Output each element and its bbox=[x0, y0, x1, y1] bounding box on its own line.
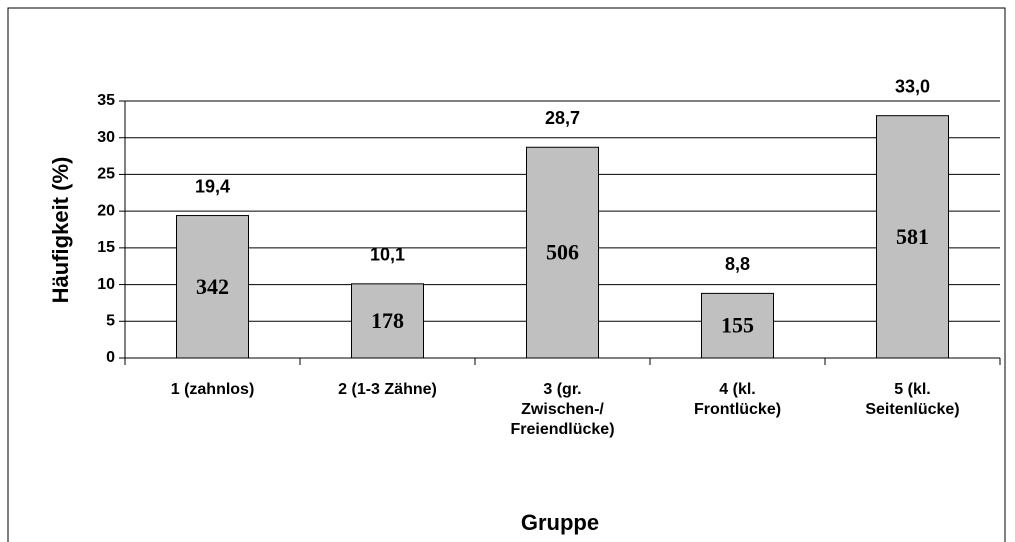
x-tick-label: 2 (1-3 Zähne) bbox=[338, 381, 437, 398]
x-tick-label: Seitenlücke) bbox=[865, 401, 959, 418]
x-tick-label: Freiendlücke) bbox=[510, 421, 614, 438]
chart-frame bbox=[7, 7, 1006, 542]
bar bbox=[701, 292, 774, 359]
bar bbox=[351, 283, 424, 359]
bar bbox=[876, 115, 949, 359]
count-label: 155 bbox=[721, 313, 754, 338]
y-tick-label: 10 bbox=[97, 276, 115, 293]
y-tick-label: 25 bbox=[97, 166, 115, 183]
bar bbox=[176, 215, 249, 359]
bar bbox=[526, 146, 599, 359]
value-label: 19,4 bbox=[195, 176, 230, 196]
x-tick-label: 3 (gr. bbox=[543, 381, 581, 398]
y-axis-title: Häufigkeit (%) bbox=[48, 157, 73, 304]
x-tick-label: 1 (zahnlos) bbox=[171, 381, 255, 398]
y-tick-label: 15 bbox=[97, 239, 115, 256]
count-label: 506 bbox=[546, 240, 579, 265]
value-label: 33,0 bbox=[895, 76, 930, 96]
count-label: 342 bbox=[196, 274, 229, 299]
count-label: 178 bbox=[371, 308, 404, 333]
x-tick-label: Frontlücke) bbox=[694, 401, 781, 418]
y-tick-label: 20 bbox=[97, 202, 115, 219]
value-label: 28,7 bbox=[545, 108, 580, 128]
y-tick-label: 0 bbox=[106, 349, 115, 366]
value-label: 10,1 bbox=[370, 245, 405, 265]
x-axis-title: Gruppe bbox=[521, 510, 599, 535]
x-tick-label: Zwischen-/ bbox=[521, 401, 604, 418]
x-tick-label: 5 (kl. bbox=[894, 381, 930, 398]
y-tick-label: 30 bbox=[97, 129, 115, 146]
y-tick-label: 35 bbox=[97, 92, 115, 109]
y-tick-label: 5 bbox=[106, 313, 115, 330]
x-tick-label: 4 (kl. bbox=[719, 381, 755, 398]
value-label: 8,8 bbox=[725, 254, 750, 274]
count-label: 581 bbox=[896, 224, 929, 249]
